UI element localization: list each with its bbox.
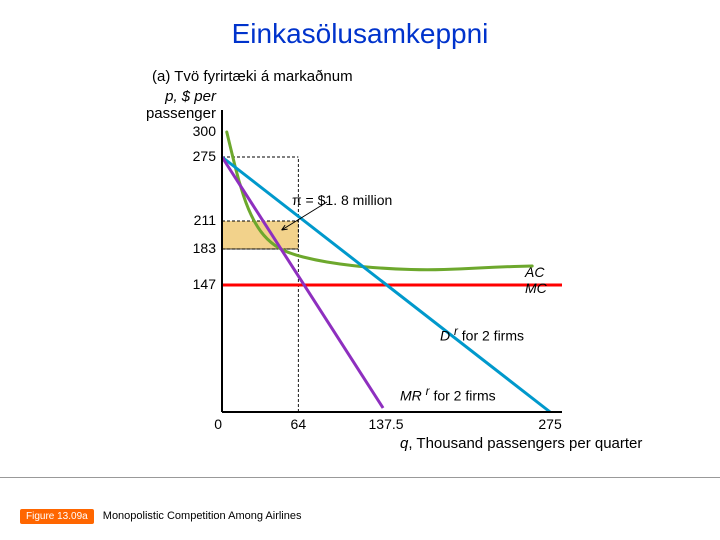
y-tick-label: 147 [180,276,216,292]
ac-label: AC [525,264,544,280]
figure-number-badge: Figure 13.09a [20,509,94,524]
x-tick-label: 0 [202,416,222,432]
mc-label: MC [525,280,547,296]
chart-svg [216,104,568,418]
slide-title: Einkasölusamkeppni [0,18,720,50]
y-tick-label: 300 [180,123,216,139]
footer-rule [0,477,720,478]
mr-label: MR r for 2 firms [400,385,496,404]
y-tick-label: 211 [180,212,216,228]
demand-label: D r for 2 firms [440,325,524,344]
y-tick-label: 275 [180,148,216,164]
y-axis-label: p, $ per passenger [120,88,216,123]
x-tick-label: 275 [525,416,575,432]
x-tick-label: 64 [273,416,323,432]
x-axis-label: q, q, Thousand passengers per quarterTho… [400,435,642,452]
figure-caption: Monopolistic Competition Among Airlines [103,510,302,522]
panel-subtitle: (a) Tvö fyrirtæki á markaðnum [152,68,353,85]
y-tick-label: 183 [180,240,216,256]
profit-annotation: π = $1. 8 million [292,192,392,208]
figure-source: Figure 13.09a Monopolistic Competition A… [20,510,302,522]
x-tick-label: 137.5 [361,416,411,432]
